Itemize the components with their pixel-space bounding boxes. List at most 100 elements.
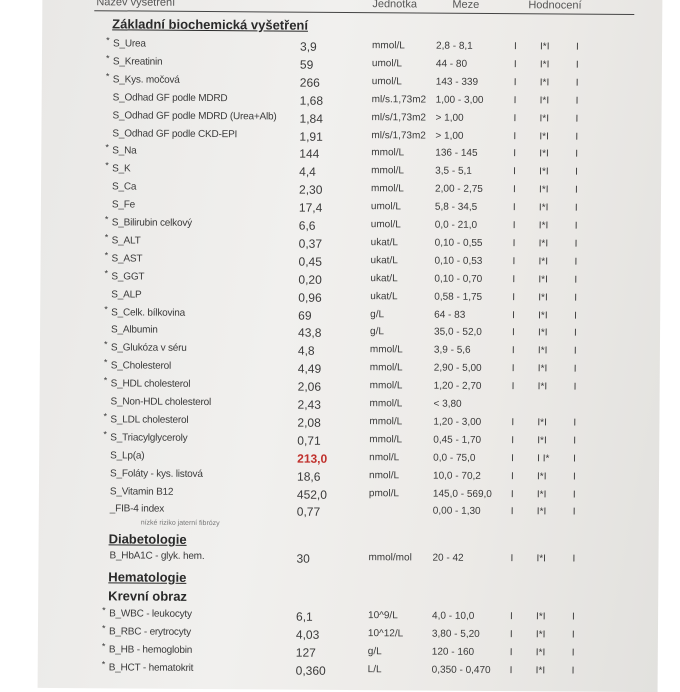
star-marker: *: [103, 357, 108, 368]
test-unit: mmol/mol: [368, 552, 412, 564]
star-marker: *: [105, 71, 110, 82]
test-name: S_Glukóza v séru: [110, 342, 187, 355]
test-value: 4,03: [295, 627, 320, 642]
test-name: S_AST: [111, 253, 143, 265]
evaluation-flag: I: [512, 309, 515, 321]
evaluation-flag: I: [571, 647, 575, 659]
evaluation-flag: I: [509, 629, 513, 641]
test-unit: umol/L: [371, 75, 402, 88]
test-value: 69: [298, 308, 312, 323]
evaluation-flag: I: [513, 76, 517, 88]
star-marker: *: [103, 339, 108, 350]
evaluation-flag: I: [572, 611, 575, 623]
test-name: S_Odhad GF podle MDRD (Urea+Alb): [112, 109, 277, 123]
evaluation-flag: I: [574, 310, 577, 322]
evaluation-flag: I: [574, 202, 578, 214]
test-value: 452,0: [296, 487, 328, 502]
evaluation-flag: I: [575, 166, 578, 178]
evaluation-flag: I: [512, 255, 516, 267]
evaluation-flag: I: [513, 94, 517, 106]
test-value: 2,08: [297, 415, 321, 430]
evaluation-flag: I: [575, 59, 579, 71]
star-marker: *: [101, 623, 106, 634]
evaluation-flag: I*I: [536, 553, 546, 565]
test-value: 2,30: [298, 182, 323, 197]
test-name: _FIB-4 index: [109, 503, 165, 516]
evaluation-flag: I: [511, 381, 515, 393]
test-unit: mmol/L: [369, 433, 403, 446]
evaluation-flag: I*I: [538, 202, 549, 214]
evaluation-flag: I*I: [539, 130, 549, 142]
test-name: S_HDL cholesterol: [110, 378, 191, 390]
test-name: S_Kreatinin: [112, 56, 163, 68]
test-range: 2,8 - 8,1: [436, 40, 473, 52]
evaluation-flag: I: [575, 95, 579, 107]
evaluation-flag: I*I: [537, 345, 548, 357]
test-unit: g/L: [370, 308, 385, 320]
evaluation-flag: I: [575, 113, 579, 125]
evaluation-flag: I: [510, 553, 514, 565]
test-range: 2,00 - 2,75: [435, 183, 483, 196]
test-unit: mmol/L: [371, 183, 404, 195]
test-value: 6,6: [298, 218, 316, 233]
test-unit: g/L: [370, 326, 385, 338]
test-name: S_Odhad GF podle CKD-EPI: [112, 127, 238, 140]
lab-report-page: Název vyšetření Jednotka Meze Hodnocení …: [37, 0, 663, 692]
evaluation-flag: I: [511, 452, 514, 464]
evaluation-flag: I*I: [539, 95, 550, 107]
test-value: 43,8: [297, 326, 322, 341]
table-row: _FIB-4 index 0,77 0,00 - 1,30 I I*I I: [39, 503, 659, 525]
test-unit: g/L: [367, 646, 382, 658]
test-range: > 1,00: [435, 112, 464, 124]
test-unit: ukat/L: [370, 290, 398, 302]
test-name: S_Cholesterol: [110, 360, 172, 372]
test-range: 120 - 160: [431, 646, 475, 658]
star-marker: *: [105, 142, 109, 153]
star-marker: *: [102, 605, 106, 616]
fib-note: nízké riziko jaterní fibrózy: [140, 519, 220, 528]
test-value: 0,77: [296, 505, 321, 520]
evaluation-flag: I: [510, 488, 514, 500]
evaluation-flag: I: [573, 471, 576, 483]
test-name: S_K: [112, 163, 131, 175]
test-name: S_Odhad GF podle MDRD: [112, 92, 228, 104]
test-value: 17,4: [298, 200, 323, 215]
test-range: 20 - 42: [432, 552, 464, 564]
test-value: 18,6: [296, 469, 321, 484]
test-range: 5,8 - 34,5: [434, 201, 478, 213]
evaluation-flag: I: [513, 166, 516, 178]
test-value: 0,360: [295, 663, 326, 678]
test-unit: ukat/L: [370, 254, 398, 267]
test-range: 3,80 - 5,20: [431, 628, 480, 640]
evaluation-flag: I*I: [537, 435, 547, 447]
test-range: 0,00 - 1,30: [432, 505, 481, 518]
evaluation-flag: I: [512, 291, 516, 303]
test-name: B_HB - hemoglobin: [108, 644, 193, 656]
evaluation-flag: I: [574, 220, 578, 232]
evaluation-flag: I*I: [539, 59, 550, 71]
evaluation-flag: I: [576, 41, 579, 53]
evaluation-flag: I*I: [537, 381, 548, 393]
test-unit: umol/L: [370, 219, 401, 231]
test-name: S_Ca: [112, 181, 137, 193]
evaluation-flag: I: [509, 665, 513, 677]
test-value: 213,0: [297, 451, 328, 466]
test-unit: L/L: [367, 664, 382, 676]
test-name: S_Foláty - kys. listová: [110, 467, 203, 480]
test-name: B_WBC - leukocyty: [109, 608, 192, 620]
table-row: * B_HCT - hematokrit 0,360 L/L 0,350 - 0,470…: [38, 659, 658, 684]
evaluation-flag: I*I: [539, 77, 550, 89]
evaluation-flag: I*I: [539, 148, 549, 160]
test-value: 1,68: [299, 93, 324, 108]
star-marker: *: [103, 411, 108, 422]
test-range: > 1,00: [435, 130, 464, 142]
star-marker: *: [104, 214, 109, 225]
test-range: 3,5 - 5,1: [435, 165, 472, 178]
star-marker: *: [103, 375, 108, 386]
star-marker: *: [104, 303, 108, 314]
test-unit: 10^9/L: [368, 610, 398, 622]
evaluation-flag: I: [513, 130, 517, 142]
test-value: 4,49: [297, 361, 322, 376]
test-unit: mmol/L: [372, 40, 405, 52]
star-marker: *: [104, 232, 109, 243]
